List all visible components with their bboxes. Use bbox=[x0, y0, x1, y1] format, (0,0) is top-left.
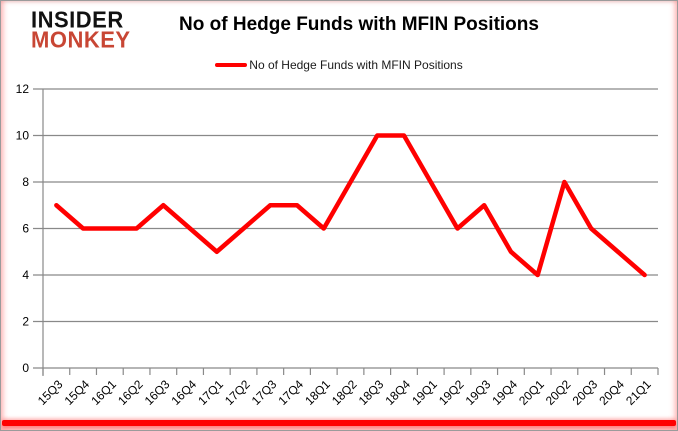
y-tick-label: 2 bbox=[22, 315, 29, 329]
x-tick-label: 19Q2 bbox=[436, 377, 467, 408]
x-tick-label: 18Q1 bbox=[302, 377, 333, 408]
y-tick-label: 8 bbox=[22, 175, 29, 189]
data-line-series bbox=[54, 133, 647, 278]
x-tick-label: 17Q3 bbox=[249, 377, 280, 408]
x-tick-label: 15Q3 bbox=[35, 377, 66, 408]
chart-title: No of Hedge Funds with MFIN Positions bbox=[179, 14, 539, 35]
x-tick-label: 20Q3 bbox=[570, 377, 601, 408]
legend-line-swatch bbox=[215, 63, 248, 67]
x-tick-label: 17Q2 bbox=[222, 377, 253, 408]
x-tick-label: 17Q1 bbox=[195, 377, 226, 408]
logo-text-monkey: MONKEY bbox=[31, 26, 131, 53]
x-tick-label: 16Q1 bbox=[88, 377, 119, 408]
x-tick-label: 20Q2 bbox=[543, 377, 574, 408]
y-tick-label: 4 bbox=[22, 268, 29, 282]
x-tick-label: 20Q4 bbox=[596, 377, 627, 408]
x-tick-label: 18Q2 bbox=[329, 377, 360, 408]
x-tick-label: 18Q3 bbox=[356, 377, 387, 408]
x-tick-label: 20Q1 bbox=[516, 377, 547, 408]
y-tick-label: 12 bbox=[16, 82, 30, 96]
x-tick-label: 19Q4 bbox=[489, 377, 520, 408]
x-tick-label: 18Q4 bbox=[382, 377, 413, 408]
red-bottom-bar bbox=[2, 420, 676, 426]
x-tick-label: 17Q4 bbox=[275, 377, 306, 408]
x-tick-label: 16Q2 bbox=[115, 377, 146, 408]
x-tick-label: 19Q3 bbox=[463, 377, 494, 408]
y-tick-label: 6 bbox=[22, 222, 29, 236]
x-tick-label: 15Q4 bbox=[62, 377, 93, 408]
x-tick-label: 21Q1 bbox=[623, 377, 654, 408]
legend: No of Hedge Funds with MFIN Positions bbox=[1, 58, 677, 72]
x-tick-label: 16Q4 bbox=[169, 377, 200, 408]
legend-label: No of Hedge Funds with MFIN Positions bbox=[249, 58, 463, 72]
logo-text-insider: INSIDER bbox=[31, 6, 124, 33]
x-tick-label: 16Q3 bbox=[142, 377, 173, 408]
y-tick-label: 10 bbox=[16, 129, 30, 143]
y-tick-label: 0 bbox=[22, 361, 29, 375]
x-tick-label: 19Q1 bbox=[409, 377, 440, 408]
insider-monkey-logo: INSIDER MONKEY bbox=[31, 6, 131, 53]
